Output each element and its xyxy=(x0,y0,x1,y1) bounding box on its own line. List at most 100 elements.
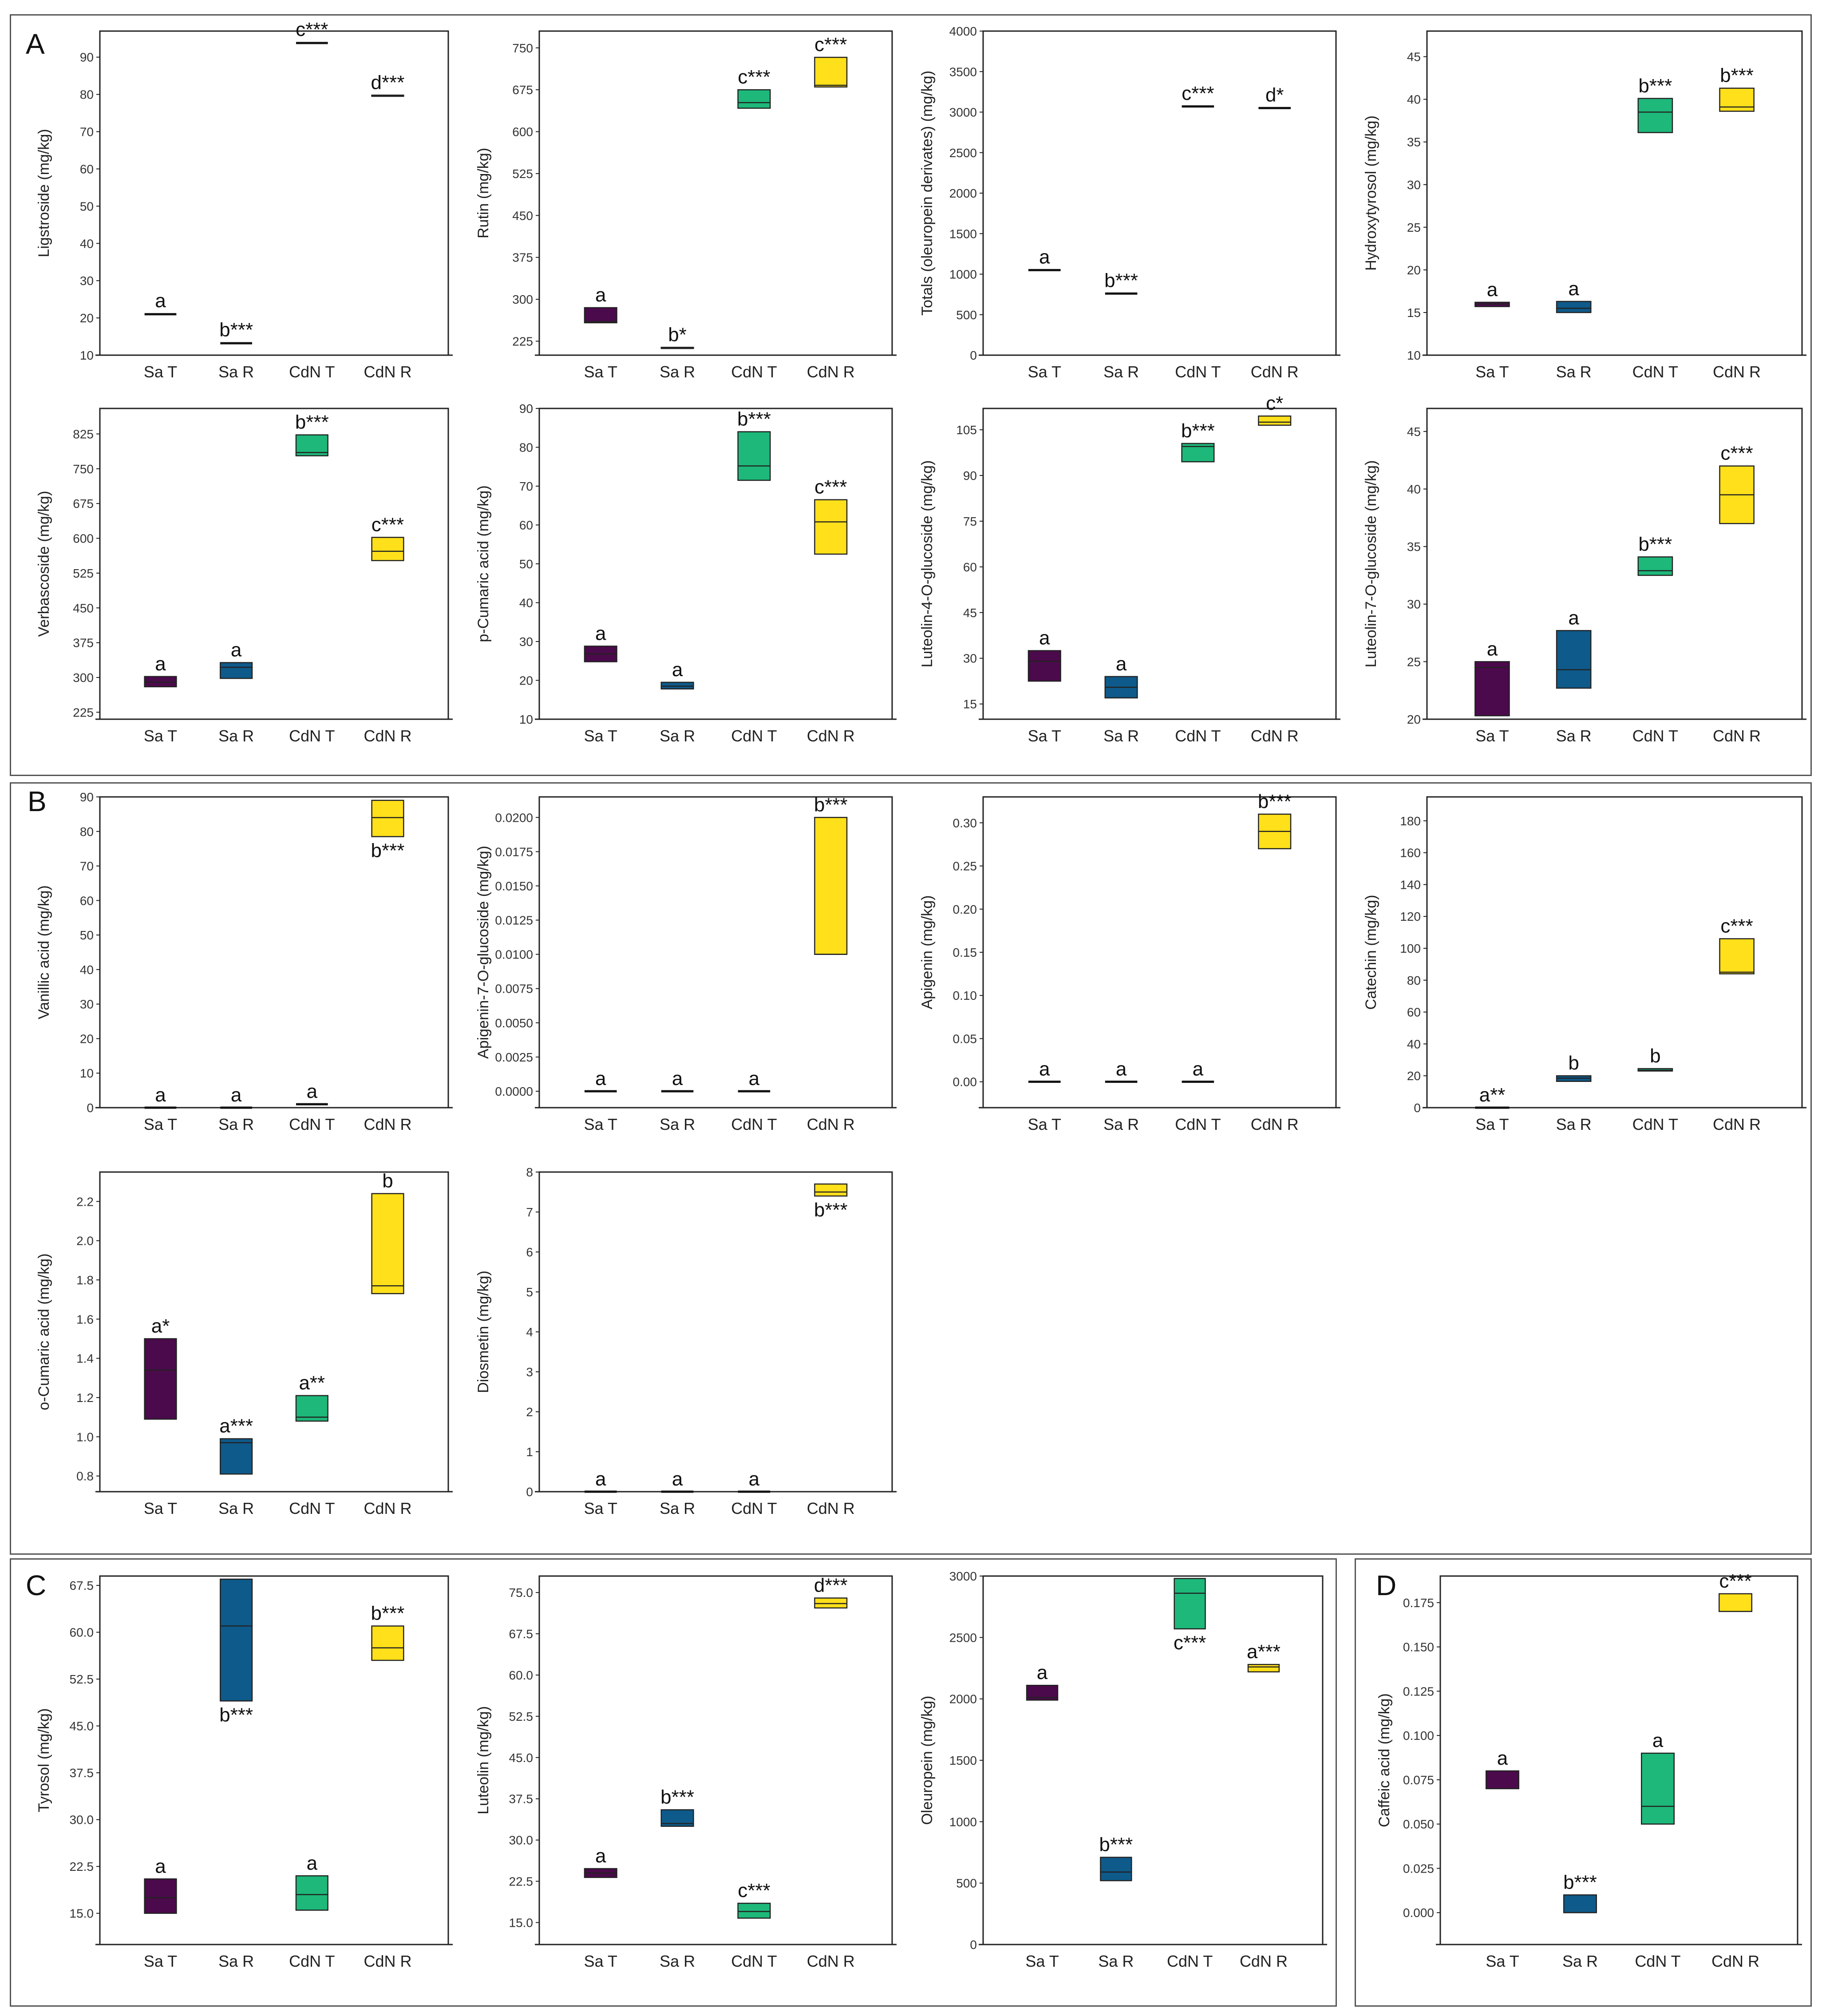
x-category-label-sa-r: Sa R xyxy=(218,1499,254,1517)
box-cdn-t xyxy=(1174,1578,1206,1630)
y-tick-label: 160 xyxy=(1400,846,1421,860)
y-axis-label: Caffeic acid (mg/kg) xyxy=(1376,1693,1393,1827)
y-axis-label: o-Cumaric acid (mg/kg) xyxy=(36,1253,52,1410)
significance-label-sa-r: a xyxy=(1568,278,1579,300)
significance-label-cdn-r: b*** xyxy=(371,840,405,861)
x-category-label-cdn-t: CdN T xyxy=(731,1952,777,1970)
significance-label-cdn-t: a** xyxy=(299,1372,325,1394)
y-axis-label: Diosmetin (mg/kg) xyxy=(475,1271,492,1393)
x-category-label-sa-r: Sa R xyxy=(218,727,254,745)
y-tick-label: 3000 xyxy=(949,106,977,119)
y-tick-label: 50 xyxy=(519,557,533,571)
y-tick-label: 0.0125 xyxy=(495,914,533,927)
x-category-label-cdn-t: CdN T xyxy=(1632,727,1678,745)
y-tick-label: 0.0200 xyxy=(495,811,533,824)
significance-label-cdn-r: b*** xyxy=(1720,65,1754,87)
significance-label-sa-t: a xyxy=(155,653,166,675)
x-category-label-cdn-r: CdN R xyxy=(807,727,855,745)
box-cdn-r xyxy=(814,1183,848,1197)
y-tick-label: 1000 xyxy=(949,1815,977,1829)
y-tick-label: 25 xyxy=(1407,655,1421,669)
chart-pcumaric: 10 20 30 40 50 60 70 80 90 p-Cumaric acid (mg/kg)… xyxy=(475,402,897,745)
y-tick-label: 37.5 xyxy=(70,1766,94,1780)
x-category-label-sa-t: Sa T xyxy=(584,1115,617,1133)
x-category-label-cdn-r: CdN R xyxy=(364,363,411,381)
y-tick-label: 0.0100 xyxy=(495,948,533,962)
x-category-label-cdn-t: CdN T xyxy=(1632,1115,1678,1133)
y-axis-label: Verbascoside (mg/kg) xyxy=(36,491,52,637)
box-cdn-t xyxy=(737,431,771,481)
significance-label-cdn-r: d*** xyxy=(814,1575,848,1596)
panel-b-label: B xyxy=(28,785,47,817)
x-category-label-cdn-t: CdN T xyxy=(289,727,335,745)
chart-tyrosol: 15.0 22.5 30.0 37.5 45.0 52.5 60.0 67.5 Tyrosol … xyxy=(36,1575,453,1970)
y-tick-label: 60 xyxy=(80,162,94,176)
x-category-label-sa-r: Sa R xyxy=(218,1952,254,1970)
x-category-label-cdn-r: CdN R xyxy=(807,1499,855,1517)
y-tick-label: 45 xyxy=(1407,425,1421,439)
y-tick-label: 60.0 xyxy=(509,1668,534,1682)
y-tick-label: 30.0 xyxy=(70,1813,94,1827)
significance-label-sa-r: a*** xyxy=(219,1415,253,1437)
box-cdn-r xyxy=(371,800,404,837)
y-tick-label: 750 xyxy=(73,462,94,476)
x-category-label-cdn-t: CdN T xyxy=(289,363,335,381)
significance-label-sa-r: b*** xyxy=(219,1704,253,1726)
y-tick-label: 10 xyxy=(519,713,533,726)
y-tick-label: 80 xyxy=(80,825,94,839)
y-tick-label: 5 xyxy=(526,1285,533,1299)
y-tick-label: 100 xyxy=(1400,942,1421,955)
panel-a-label: A xyxy=(26,28,45,60)
x-category-label-sa-t: Sa T xyxy=(1025,1952,1059,1970)
significance-label-cdn-t: c*** xyxy=(738,66,770,88)
y-axis-label: Rutin (mg/kg) xyxy=(475,148,492,238)
significance-label-cdn-r: c*** xyxy=(1720,443,1753,464)
y-tick-label: 0.00 xyxy=(953,1075,977,1089)
significance-label-cdn-t: a xyxy=(749,1068,760,1089)
box-sa-r xyxy=(1563,1894,1597,1913)
y-tick-label: 0 xyxy=(526,1485,533,1499)
y-tick-label: 500 xyxy=(956,308,977,322)
y-tick-label: 70 xyxy=(80,125,94,139)
significance-label-sa-t: a xyxy=(595,1468,606,1490)
y-tick-label: 1500 xyxy=(949,1754,977,1767)
significance-label-sa-t: a xyxy=(1497,1747,1508,1769)
y-tick-label: 20 xyxy=(1407,713,1421,726)
y-tick-label: 6 xyxy=(526,1245,533,1259)
x-category-label-sa-r: Sa R xyxy=(218,363,254,381)
y-tick-label: 90 xyxy=(80,51,94,64)
significance-label-cdn-r: a*** xyxy=(1247,1641,1281,1663)
significance-label-sa-r: b*** xyxy=(660,1786,694,1808)
y-tick-label: 0.175 xyxy=(1403,1596,1434,1610)
significance-label-sa-r: b*** xyxy=(1563,1871,1597,1893)
significance-label-sa-t: a xyxy=(1039,246,1050,268)
plot-frame xyxy=(982,30,1337,356)
y-tick-label: 15.0 xyxy=(70,1907,94,1921)
plot-frame xyxy=(538,1575,893,1945)
y-tick-label: 0.20 xyxy=(953,903,977,916)
x-category-label-cdn-r: CdN R xyxy=(807,1952,855,1970)
significance-label-sa-t: a xyxy=(1487,279,1498,301)
y-tick-label: 0.0000 xyxy=(495,1085,533,1098)
x-category-label-cdn-t: CdN T xyxy=(1167,1952,1213,1970)
significance-label-cdn-t: a xyxy=(749,1468,760,1490)
box-cdn-r xyxy=(1258,415,1292,426)
y-tick-label: 30 xyxy=(80,998,94,1011)
x-category-label-sa-t: Sa T xyxy=(1028,727,1061,745)
significance-label-sa-r: a xyxy=(1568,607,1579,629)
y-tick-label: 52.5 xyxy=(509,1710,534,1723)
x-category-label-sa-r: Sa R xyxy=(1556,727,1592,745)
y-tick-label: 15 xyxy=(963,697,977,711)
significance-label-cdn-t: c*** xyxy=(738,1880,770,1901)
y-tick-label: 40 xyxy=(1407,1037,1421,1051)
y-tick-label: 10 xyxy=(80,1066,94,1080)
x-category-label-sa-r: Sa R xyxy=(660,727,695,745)
chart-ligstroside: 10 20 30 40 50 60 70 80 90 Ligstroside (mg/kg) Sa … xyxy=(36,19,453,381)
significance-label-sa-t: a xyxy=(595,623,606,645)
box-sa-t xyxy=(584,307,617,324)
chart-catechin: 0 20 40 60 80 100 120 140 160 180 Catechin (mg/kg)… xyxy=(1363,796,1806,1133)
significance-label-sa-r: a xyxy=(231,639,242,661)
y-tick-label: 7 xyxy=(526,1205,533,1219)
y-tick-label: 75.0 xyxy=(509,1586,534,1600)
significance-label-cdn-t: a xyxy=(307,1852,318,1874)
